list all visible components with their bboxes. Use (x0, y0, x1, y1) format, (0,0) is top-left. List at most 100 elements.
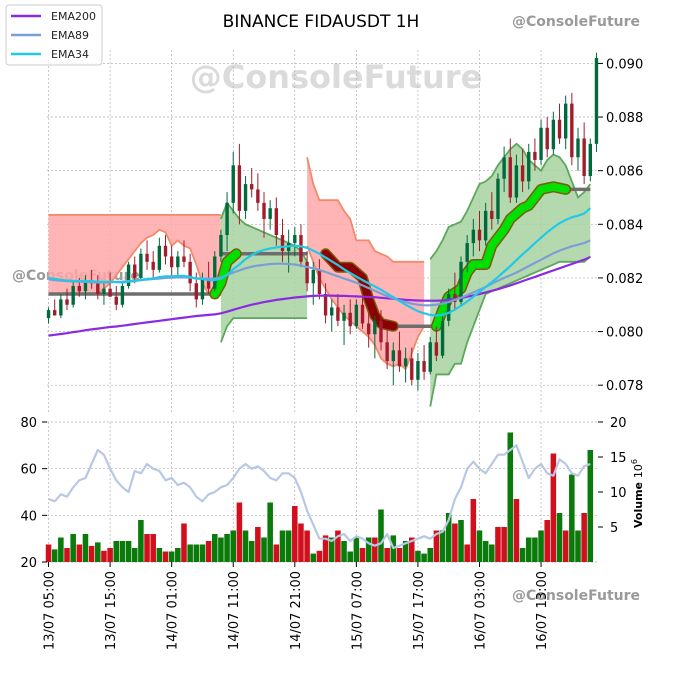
volume-bar (168, 551, 175, 562)
volume-bar (292, 506, 298, 562)
volume-bar (205, 541, 212, 562)
volume-bar (372, 537, 378, 562)
volume-bar (470, 499, 477, 562)
candle-body (330, 307, 334, 316)
red-cloud-top-edge (306, 157, 425, 263)
ema34-line (48, 207, 592, 317)
candle-body (206, 277, 211, 289)
volume-bar (513, 499, 520, 562)
volume-bar (452, 523, 458, 562)
volume-bar (544, 520, 550, 562)
candle-body (133, 264, 137, 278)
volume-bar (218, 537, 224, 562)
x-tick-label: 14/07 11:00 (227, 571, 242, 650)
x-tick-label: 16/07 03:00 (473, 571, 488, 650)
candle-body (250, 184, 254, 190)
volume-bar (175, 548, 181, 562)
volume-bar (88, 545, 95, 562)
candle-body (440, 320, 445, 356)
price-tick-label: 0.080 (606, 326, 643, 341)
candle-body (151, 261, 155, 270)
volume-bar (248, 541, 255, 562)
green-cloud-bottom-edge (220, 317, 308, 343)
candle-body (65, 299, 69, 305)
volume-bar (519, 548, 526, 562)
watermark-top-right: @ConsoleFuture (512, 14, 640, 30)
volume-bar (64, 548, 70, 562)
volume-tick-label: 15 (610, 451, 627, 466)
candle-body (169, 256, 174, 268)
candle-body (410, 358, 414, 380)
volume-bar (187, 544, 193, 562)
candle-body (465, 243, 469, 262)
volume-bars (45, 432, 594, 562)
volume-bar (95, 542, 101, 562)
volume-bar (439, 530, 446, 562)
x-tick-label: 13/07 15:00 (104, 571, 119, 650)
candle-body (268, 208, 272, 219)
candle-body (551, 119, 556, 150)
volume-bar (464, 544, 470, 562)
candle-body (53, 310, 57, 316)
volume-bar (359, 548, 366, 562)
volume-bar (230, 530, 237, 562)
candle-body (366, 323, 371, 335)
candle-body (243, 184, 248, 211)
candle-body (176, 256, 180, 268)
candle-body (391, 350, 395, 362)
volume-bar (489, 544, 495, 562)
candle-body (594, 58, 599, 144)
candle-body (139, 253, 143, 278)
candle-body (256, 189, 260, 203)
volume-bar (51, 549, 58, 562)
volume-bar (224, 534, 230, 562)
volume-bar (316, 550, 323, 562)
candle-body (71, 285, 75, 305)
volume-tick-label: 20 (610, 416, 627, 431)
candle-body (582, 138, 586, 177)
candle-body (102, 288, 106, 295)
candle-body (514, 165, 519, 198)
volume-bar (501, 527, 507, 562)
volume-bar (433, 530, 440, 562)
volume-bar (353, 537, 360, 562)
volume-bar (396, 548, 403, 562)
candle-body (293, 235, 297, 244)
volume-bar (76, 544, 83, 562)
volume-bar (236, 502, 243, 562)
volume-tick-label: 5 (610, 521, 618, 536)
volume-bar (415, 550, 421, 562)
volume-bar (581, 513, 587, 562)
candle-body (539, 127, 543, 160)
volume-bar (101, 550, 107, 562)
volume-bar (45, 544, 52, 562)
volume-tick-label: 10 (610, 486, 627, 501)
candle-body (416, 361, 420, 380)
price-tick-label: 0.088 (606, 111, 643, 126)
volume-bar (138, 520, 144, 562)
volume-bar (267, 502, 273, 562)
candle-body (145, 253, 149, 262)
candle-body (545, 127, 549, 150)
candle-body (563, 103, 568, 139)
volume-bar (285, 530, 292, 562)
candle-body (520, 165, 525, 182)
indicator-tick-label: 60 (20, 463, 37, 478)
candle-body (305, 261, 309, 284)
candle-body (219, 235, 223, 257)
volume-bar (119, 541, 126, 562)
volume-bar (279, 530, 286, 562)
volume-bar (408, 537, 415, 562)
candle-body (527, 151, 531, 182)
volume-bar (144, 534, 150, 562)
candle-body (120, 285, 125, 305)
volume-bar (304, 530, 310, 562)
volume-bar (562, 530, 569, 562)
indicator-line (48, 444, 591, 550)
volume-bar (538, 530, 544, 562)
candle-body (163, 245, 168, 257)
watermark-center: @ConsoleFuture (190, 58, 483, 96)
candles (46, 52, 599, 391)
volume-bar (211, 534, 218, 562)
volume-bar (322, 535, 329, 562)
